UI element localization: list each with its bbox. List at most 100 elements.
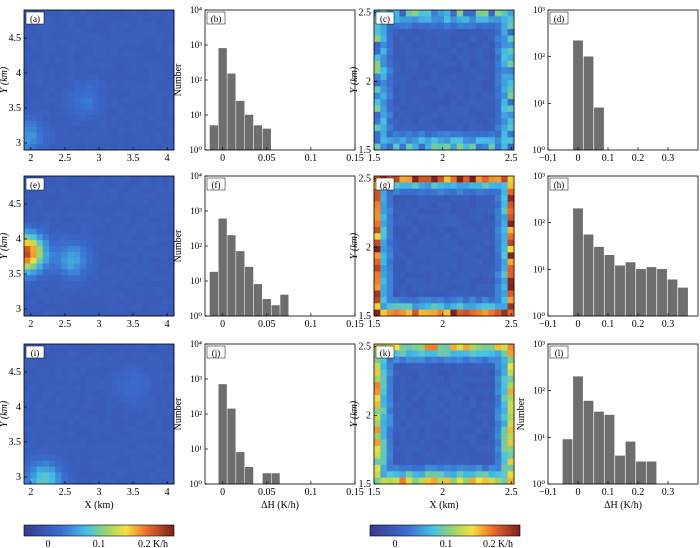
heatmap-cell (142, 144, 150, 151)
heatmap-cell (117, 251, 125, 259)
heatmap-cell (482, 375, 489, 383)
heatmap-cell (42, 10, 50, 17)
heatmap-cell (393, 452, 400, 459)
heatmap-cell (99, 449, 106, 456)
heatmap-cell (469, 233, 477, 241)
heatmap-cell (136, 414, 144, 421)
heatmap-cell (488, 118, 496, 125)
plot-area-d (547, 9, 699, 151)
colorbar-left (23, 524, 175, 537)
heatmap-cell (501, 35, 509, 43)
heatmap-cell (412, 182, 419, 190)
heatmap-cell (80, 373, 87, 380)
heatmap-cell (36, 263, 44, 270)
heatmap-cell (86, 425, 94, 432)
heatmap-cell (36, 211, 44, 218)
heatmap-cell (67, 187, 75, 194)
heatmap-cell (482, 439, 489, 447)
heatmap-cell (167, 437, 175, 444)
heatmap-cell (92, 216, 100, 224)
heatmap-cell (399, 296, 407, 304)
heatmap-cell (92, 132, 100, 139)
heatmap-cell (42, 91, 50, 98)
heatmap-cell (155, 263, 162, 270)
y-axis-label: Number (173, 63, 184, 96)
heatmap-cell (42, 199, 50, 206)
heatmap-cell (501, 471, 509, 479)
heatmap-cell (74, 246, 81, 253)
heatmap-cell (424, 16, 432, 24)
heatmap-cell (469, 246, 477, 253)
heatmap-cell (149, 193, 156, 200)
heatmap-cell (42, 80, 50, 87)
heatmap-cell (456, 10, 464, 17)
heatmap-cell (136, 257, 144, 264)
heatmap-cell (42, 466, 50, 473)
heatmap-cell (501, 10, 509, 17)
heatmap-cell (24, 390, 31, 397)
panel-label-box-d (549, 11, 569, 25)
heatmap-cell (374, 73, 381, 81)
panel-label-box-k (375, 345, 395, 359)
heatmap-cell (469, 176, 477, 183)
heatmap-cell (444, 458, 451, 466)
heatmap-cell (149, 115, 156, 122)
heatmap-cell (24, 45, 31, 52)
heatmap-cell (494, 407, 502, 415)
heatmap-cell (86, 50, 94, 58)
heatmap-cell (418, 67, 426, 75)
heatmap-cell (469, 277, 477, 285)
heatmap-cell (67, 361, 75, 368)
heatmap-cell (136, 281, 144, 288)
heatmap-cell (469, 433, 477, 440)
heatmap-cell (494, 130, 502, 138)
heatmap-cell (393, 73, 400, 81)
heatmap-cell (167, 246, 175, 253)
heatmap-cell (155, 373, 162, 380)
heatmap-cell (463, 214, 470, 221)
heatmap-cell (111, 437, 119, 444)
heatmap-cell (67, 80, 75, 87)
y-tick-label: 10² (533, 218, 545, 228)
heatmap-cell (431, 258, 439, 266)
heatmap-cell (393, 420, 400, 428)
heatmap-cell (431, 350, 439, 358)
heatmap-cell (393, 426, 400, 434)
heatmap-cell (105, 85, 112, 93)
heatmap-cell (30, 396, 37, 403)
heatmap-cell (507, 433, 515, 440)
heatmap-cell (105, 373, 112, 380)
heatmap-cell (49, 472, 56, 479)
heatmap-cell (418, 16, 426, 24)
heatmap-cell (149, 390, 156, 397)
heatmap-cell (155, 50, 162, 58)
heatmap-cell (67, 414, 75, 421)
heatmap-cell (105, 33, 112, 40)
heatmap-cell (111, 68, 119, 75)
heatmap-cell (161, 10, 169, 17)
heatmap-cell (412, 35, 419, 43)
heatmap-cell (167, 50, 175, 58)
heatmap-cell (149, 15, 156, 23)
heatmap-cell (86, 408, 94, 415)
y-tick-label: 10¹ (533, 98, 545, 108)
heatmap-cell (55, 460, 62, 467)
heatmap-cell (444, 452, 451, 459)
heatmap-cell (501, 105, 509, 113)
heatmap-cell (161, 396, 169, 403)
heatmap-cell (36, 414, 44, 421)
heatmap-cell (399, 124, 407, 132)
heatmap-cell (111, 384, 119, 392)
heatmap-cell (105, 68, 112, 75)
heatmap-cell (24, 269, 31, 276)
heatmap-cell (80, 257, 87, 264)
heatmap-cell (431, 29, 439, 36)
heatmap-cell (374, 471, 381, 479)
heatmap-cell (99, 132, 106, 139)
y-tick-label: 3 (16, 138, 21, 149)
heatmap-cell (124, 408, 131, 415)
bar (253, 125, 263, 151)
heatmap-cell (418, 290, 426, 298)
heatmap-cell (463, 67, 470, 75)
heatmap-cell (380, 60, 388, 68)
